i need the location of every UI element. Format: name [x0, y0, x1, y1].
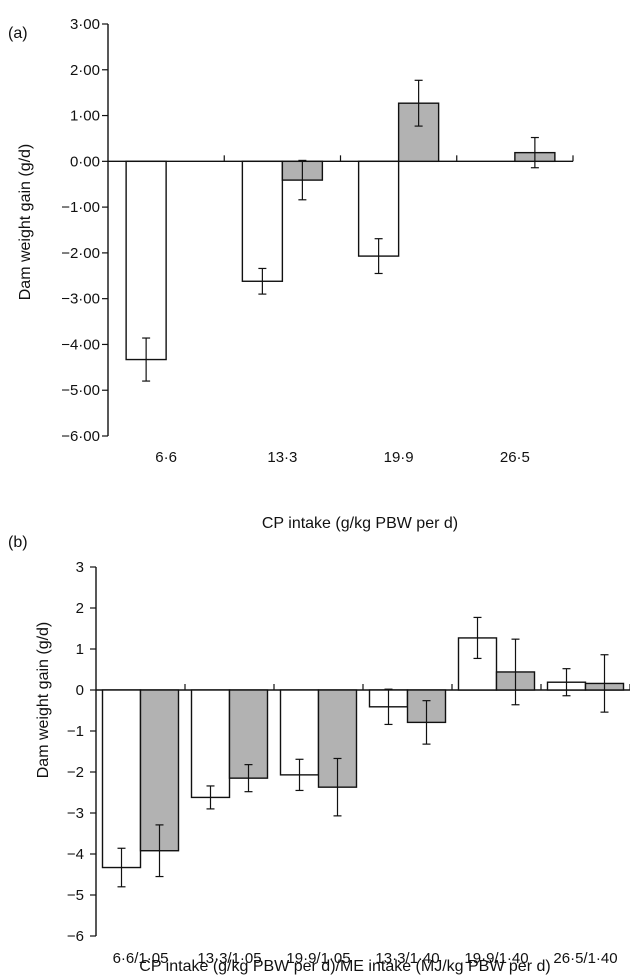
x-axis-label-b: CP intake (g/kg PBW per d)/ME intake (MJ…	[139, 958, 550, 975]
y-tick-label: −6·00	[61, 428, 100, 445]
y-tick-label: −1	[67, 723, 84, 740]
y-tick-label: −3	[67, 805, 84, 822]
y-tick-label: −2	[67, 764, 84, 781]
y-tick-label: −5·00	[61, 382, 100, 399]
x-tick-label: 13·3/1·05	[197, 950, 261, 967]
y-tick-label: 2	[76, 600, 84, 617]
y-tick-label: −6	[67, 928, 84, 945]
x-tick-label: 6·6	[155, 449, 177, 466]
x-tick-label: 13·3/1·40	[375, 950, 439, 967]
x-tick-label: 19·9/1·05	[286, 950, 350, 967]
y-tick-label: −4	[67, 846, 84, 863]
y-tick-label: 3·00	[70, 16, 100, 33]
y-tick-label: −1·00	[61, 199, 100, 216]
bar-grey	[139, 689, 180, 852]
y-tick-label: −2·00	[61, 245, 100, 262]
bar-open	[101, 689, 142, 869]
y-tick-label: −3·00	[61, 291, 100, 308]
y-tick-label: 0	[76, 682, 84, 699]
panel-label-a: (a)	[8, 25, 28, 42]
panel-a: (a) Dam weight gain (g/d) CP intake (g/k…	[8, 16, 574, 532]
x-tick-label: 6·6/1·05	[113, 950, 169, 967]
x-tick-label: 26·5/1·40	[553, 950, 617, 967]
x-axis-label-a: CP intake (g/kg PBW per d)	[262, 515, 458, 532]
y-tick-label: −4·00	[61, 336, 100, 353]
y-tick-label: 2·00	[70, 62, 100, 79]
y-tick-label: 1·00	[70, 108, 100, 125]
y-tick-label: 0·00	[70, 153, 100, 170]
panel-b: (b) Dam weight gain (g/d) CP intake (g/k…	[8, 534, 630, 975]
panel-label-b: (b)	[8, 534, 28, 551]
y-tick-label: −5	[67, 887, 84, 904]
y-axis-label-a: Dam weight gain (g/d)	[17, 144, 34, 301]
x-tick-label: 19·9	[384, 449, 414, 466]
x-tick-label: 26·5	[500, 449, 530, 466]
bar-open	[190, 689, 231, 799]
x-tick-label: 19·9/1·40	[464, 950, 528, 967]
x-tick-label: 13·3	[267, 449, 297, 466]
bar-open	[125, 160, 167, 361]
y-tick-label: 1	[76, 641, 84, 658]
bar-open	[241, 160, 284, 282]
y-axis-label-b: Dam weight gain (g/d)	[35, 622, 52, 779]
y-tick-label: 3	[76, 559, 84, 576]
